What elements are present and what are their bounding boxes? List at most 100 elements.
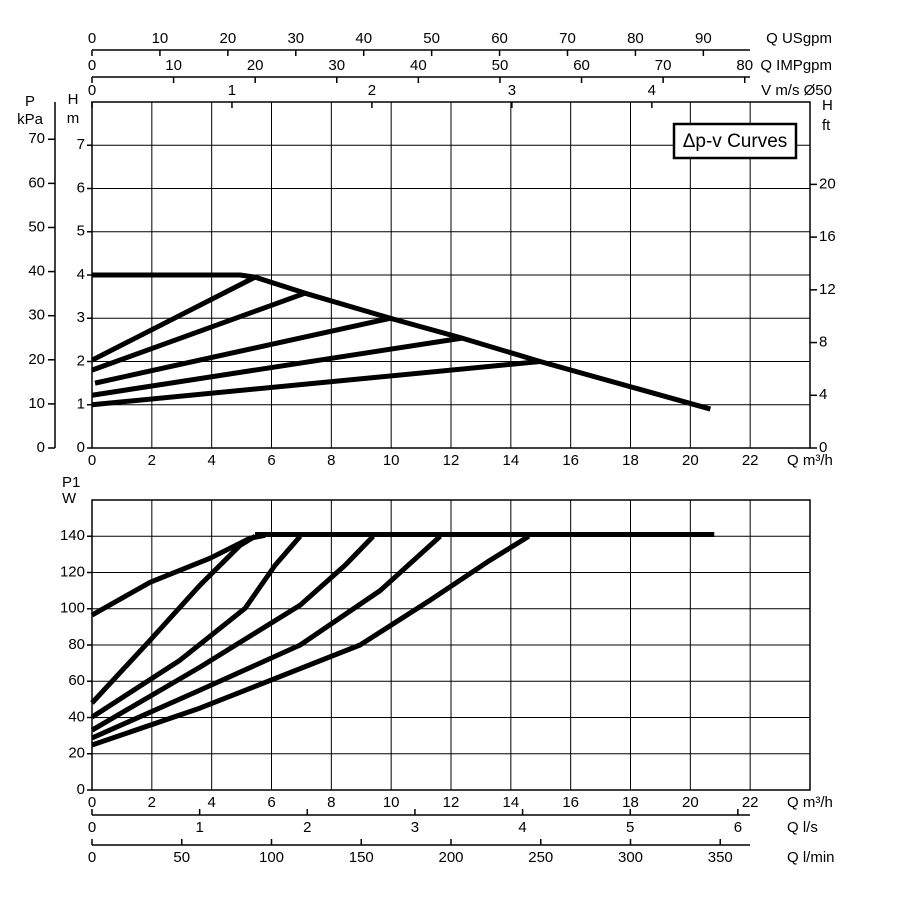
x-tick-label: 2 xyxy=(148,452,156,469)
x-tick-label: 2 xyxy=(148,794,156,811)
x-tick-label: 0 xyxy=(88,794,96,811)
axis-tick-label: 70 xyxy=(559,30,576,47)
axis-tick-label: 0 xyxy=(88,819,96,836)
axis-tick-label: 4 xyxy=(819,386,827,403)
axis-tick-label: 30 xyxy=(28,307,45,324)
axis-tick-label: 250 xyxy=(528,849,553,866)
x-tick-label: 22 xyxy=(742,794,759,811)
x-tick-label: 10 xyxy=(383,452,400,469)
y-tick-label: 3 xyxy=(77,309,85,326)
axis-tick-label: 60 xyxy=(28,174,45,191)
axis-tick-label: 0 xyxy=(819,439,827,456)
y-axis-symbol: H xyxy=(68,91,79,108)
x-tick-label: 14 xyxy=(502,794,519,811)
axis-tick-label: 50 xyxy=(423,30,440,47)
curve xyxy=(90,274,257,363)
x-tick-label: 6 xyxy=(267,452,275,469)
axis-label: Q USgpm xyxy=(766,30,832,47)
x-axis-label: Q m³/h xyxy=(787,794,833,811)
axis-symbol: H xyxy=(822,97,833,114)
curve xyxy=(90,534,376,733)
x-tick-label: 18 xyxy=(622,452,639,469)
x-tick-label: 22 xyxy=(742,452,759,469)
axis-tick-label: 300 xyxy=(618,849,643,866)
axis-tick-label: 50 xyxy=(492,57,509,74)
axis-symbol: P xyxy=(25,93,35,110)
axis-tick-label: 12 xyxy=(819,281,836,298)
axis-tick-label: 50 xyxy=(173,849,190,866)
axis-tick-label: 5 xyxy=(626,819,634,836)
x-tick-label: 0 xyxy=(88,452,96,469)
x-tick-label: 12 xyxy=(443,452,460,469)
y-tick-label: 4 xyxy=(77,266,85,283)
axis-label: Q l/min xyxy=(787,849,835,866)
y-tick-label: 7 xyxy=(77,136,85,153)
axis-tick-label: 16 xyxy=(819,228,836,245)
axis-tick-label: 2 xyxy=(303,819,311,836)
x-tick-label: 16 xyxy=(562,794,579,811)
axis-tick-label: 20 xyxy=(247,57,264,74)
axis-tick-label: 6 xyxy=(734,819,742,836)
chart-title: Δp-v Curves xyxy=(683,131,788,152)
x-tick-label: 6 xyxy=(267,794,275,811)
axis-tick-label: 60 xyxy=(573,57,590,74)
y-tick-label: 0 xyxy=(77,439,85,456)
axis-tick-label: 40 xyxy=(355,30,372,47)
curve xyxy=(90,534,303,720)
curve xyxy=(91,534,531,748)
y-tick-label: 140 xyxy=(60,527,85,544)
axis-tick-label: 70 xyxy=(655,57,672,74)
x-tick-label: 14 xyxy=(502,452,519,469)
x-tick-label: 8 xyxy=(327,794,335,811)
y-axis-symbol: P1 xyxy=(62,474,80,491)
y-tick-label: 60 xyxy=(68,672,85,689)
axis-tick-label: 1 xyxy=(195,819,203,836)
curve xyxy=(91,359,541,408)
axis-tick-label: 100 xyxy=(259,849,284,866)
axis-tick-label: 20 xyxy=(819,175,836,192)
axis-tick-label: 10 xyxy=(28,395,45,412)
x-tick-label: 4 xyxy=(207,794,215,811)
axis-tick-label: 70 xyxy=(28,130,45,147)
x-tick-label: 20 xyxy=(682,794,699,811)
x-tick-label: 8 xyxy=(327,452,335,469)
y-axis-unit: W xyxy=(62,490,77,507)
y-tick-label: 1 xyxy=(77,396,85,413)
axis-tick-label: 0 xyxy=(88,30,96,47)
y-tick-label: 6 xyxy=(77,179,85,196)
axis-tick-label: 10 xyxy=(165,57,182,74)
curve xyxy=(90,534,442,741)
y-tick-label: 20 xyxy=(68,745,85,762)
axis-tick-label: 1 xyxy=(228,82,236,99)
axis-label: V m/s Ø50 xyxy=(761,82,832,99)
x-tick-label: 18 xyxy=(622,794,639,811)
x-tick-label: 12 xyxy=(443,794,460,811)
axis-tick-label: 40 xyxy=(28,263,45,280)
axis-tick-label: 3 xyxy=(508,82,516,99)
x-tick-label: 4 xyxy=(207,452,215,469)
axis-tick-label: 0 xyxy=(88,57,96,74)
axis-tick-label: 40 xyxy=(410,57,427,74)
curve xyxy=(92,272,712,412)
axis-tick-label: 8 xyxy=(819,334,827,351)
x-axis-label: Q m³/h xyxy=(787,452,833,469)
axis-tick-label: 4 xyxy=(518,819,526,836)
axis-tick-label: 90 xyxy=(695,30,712,47)
y-tick-label: 100 xyxy=(60,600,85,617)
axis-tick-label: 350 xyxy=(708,849,733,866)
axis-unit: ft xyxy=(822,117,831,134)
axis-tick-label: 50 xyxy=(28,218,45,235)
axis-tick-label: 20 xyxy=(28,351,45,368)
axis-label: Q IMPgpm xyxy=(760,57,832,74)
y-tick-label: 0 xyxy=(77,781,85,798)
axis-tick-label: 20 xyxy=(220,30,237,47)
y-tick-label: 40 xyxy=(68,708,85,725)
y-tick-label: 5 xyxy=(77,223,85,240)
axis-tick-label: 0 xyxy=(88,849,96,866)
axis-tick-label: 3 xyxy=(411,819,419,836)
axis-tick-label: 0 xyxy=(88,82,96,99)
axis-label: Q l/s xyxy=(787,819,818,836)
curve xyxy=(94,315,391,386)
axis-tick-label: 2 xyxy=(368,82,376,99)
